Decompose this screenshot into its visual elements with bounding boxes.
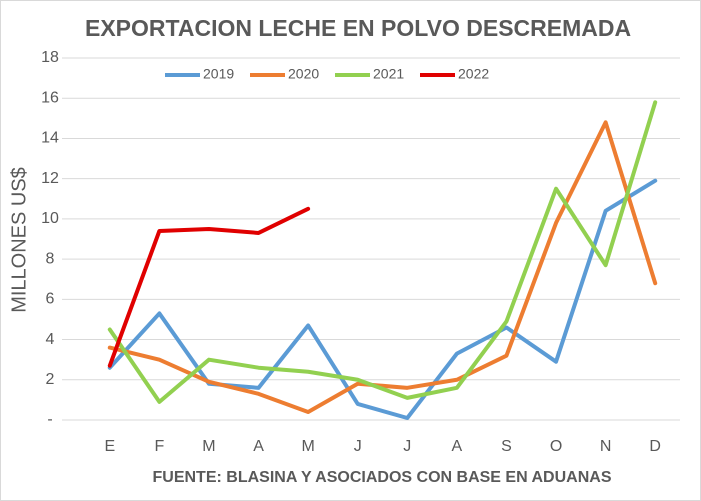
x-tick-label: A <box>253 438 264 455</box>
x-tick-label: M <box>301 438 314 455</box>
x-tick-label: E <box>104 438 115 455</box>
legend-label: 2020 <box>288 66 319 82</box>
legend-label: 2019 <box>203 66 234 82</box>
y-tick-label: 10 <box>41 210 59 227</box>
legend-label: 2022 <box>458 66 489 82</box>
series-line <box>107 206 311 368</box>
y-tick-label: 16 <box>41 89 59 106</box>
x-tick-label: J <box>403 438 411 455</box>
series-line <box>107 100 658 404</box>
y-axis-title: MILLONES US$ <box>8 167 30 313</box>
y-tick-label: - <box>47 411 52 428</box>
x-tick-label: M <box>202 438 215 455</box>
y-tick-label: 2 <box>46 371 55 388</box>
series-line <box>107 178 658 420</box>
x-tick-label: D <box>649 438 661 455</box>
x-tick-label: J <box>354 438 362 455</box>
x-axis-title: FUENTE: BLASINA Y ASOCIADOS CON BASE EN … <box>153 469 612 486</box>
series-line <box>107 120 658 414</box>
y-tick-label: 14 <box>41 130 59 147</box>
x-tick-label: F <box>154 438 164 455</box>
chart-title: EXPORTACION LECHE EN POLVO DESCREMADA <box>85 15 631 41</box>
legend-label: 2021 <box>373 66 404 82</box>
x-tick-label: A <box>452 438 463 455</box>
x-tick-label: O <box>550 438 562 455</box>
y-tick-label: 8 <box>46 250 55 267</box>
y-tick-label: 4 <box>46 331 55 348</box>
y-tick-label: 6 <box>46 291 55 308</box>
y-tick-label: 18 <box>41 49 59 66</box>
x-tick-label: N <box>600 438 612 455</box>
y-tick-label: 12 <box>41 170 59 187</box>
x-tick-label: S <box>501 438 512 455</box>
